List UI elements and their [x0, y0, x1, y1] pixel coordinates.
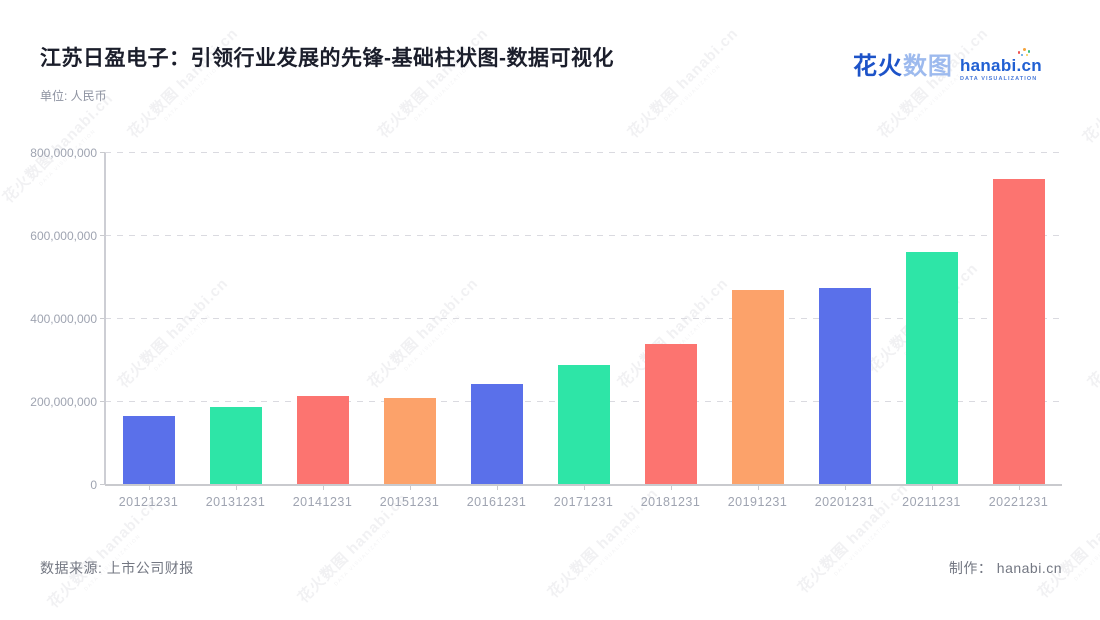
y-gridline	[105, 151, 1062, 154]
x-axis-tick	[931, 484, 933, 490]
watermark-tagline: DATA VISUALIZATION	[1082, 32, 1100, 164]
watermark-tagline: DATA VISUALIZATION	[913, 63, 973, 123]
bar-20191231[interactable]	[731, 289, 784, 485]
x-axis-tick	[1018, 484, 1020, 490]
watermark-text: 花火数图 hanabi.cn	[874, 24, 992, 142]
x-axis-tick-label: 20151231	[379, 494, 440, 509]
x-axis-tick	[583, 484, 585, 490]
bar-20171231[interactable]	[557, 365, 610, 485]
x-axis-tick	[409, 484, 411, 490]
x-axis-tick-label: 20161231	[466, 494, 527, 509]
x-axis-tick	[757, 484, 759, 490]
x-axis-tick-label: 20201231	[814, 494, 875, 509]
logo-brand-strong: 花火	[852, 53, 903, 80]
watermark-tagline: DATA VISUALIZATION	[1087, 277, 1100, 409]
bar-20141231[interactable]	[296, 396, 349, 485]
x-axis-tick	[496, 484, 498, 490]
y-axis-line	[104, 152, 106, 485]
y-gridline	[105, 317, 1062, 320]
x-axis-tick-label: 20131231	[205, 494, 266, 509]
watermark-text: 花火数图 hanabi.cn	[794, 479, 912, 597]
firework-sparkle-icon	[1017, 48, 1032, 56]
x-axis-tick-label: 20121231	[118, 494, 179, 509]
watermark-tagline: DATA VISUALIZATION	[333, 528, 393, 588]
logo-domain-block: hanabi.cn DATA VISUALIZATION	[959, 48, 1042, 82]
x-axis-tick	[844, 484, 846, 490]
x-axis-tick-label: 20211231	[902, 494, 961, 509]
hanabi-logo: 花火数图 hanabi.cn DATA VISUALIZATION	[853, 48, 1042, 82]
credit-label: 制作：	[948, 560, 993, 576]
bar-20211231[interactable]	[905, 251, 958, 485]
bar-20121231[interactable]	[122, 416, 175, 485]
logo-wordmark: 花火数图	[853, 54, 953, 80]
bar-20161231[interactable]	[470, 384, 523, 485]
bar-20131231[interactable]	[209, 406, 262, 485]
x-axis-tick	[322, 484, 324, 490]
y-axis-tick-label: 600,000,000	[30, 228, 97, 243]
watermark-text: 花火数图 hanabi.cn	[1079, 30, 1100, 147]
y-axis-tick-label: 0	[90, 477, 97, 492]
x-axis-tick-label: 20221231	[988, 494, 1049, 509]
bar-20181231[interactable]	[644, 344, 697, 485]
watermark-text: 花火数图 hanabi.cn	[114, 274, 232, 392]
y-gridline	[105, 234, 1062, 237]
watermark-tagline: DATA VISUALIZATION	[663, 63, 723, 123]
y-axis-tick	[100, 234, 105, 237]
logo-tagline: DATA VISUALIZATION	[959, 76, 1038, 82]
bar-20201231[interactable]	[818, 287, 871, 485]
bar-20151231[interactable]	[383, 398, 436, 485]
x-axis-tick	[148, 484, 150, 490]
y-axis-tick	[100, 400, 105, 403]
x-axis-tick-label: 20171231	[553, 494, 614, 509]
y-axis-tick	[100, 151, 105, 154]
x-axis-tick-label: 20181231	[640, 494, 701, 509]
watermark-text: 花火数图 hanabi.cn	[1084, 275, 1100, 392]
watermark-text: 花火数图 hanabi.cn	[364, 274, 482, 392]
x-axis-tick	[670, 484, 672, 490]
y-axis-tick-label: 400,000,000	[30, 311, 97, 326]
x-axis-tick-label: 20141231	[292, 494, 353, 509]
data-source: 数据来源: 上市公司财报	[40, 560, 194, 576]
y-axis-tick-label: 200,000,000	[30, 394, 97, 409]
unit-label: 单位: 人民币	[40, 89, 107, 103]
x-axis-tick-label: 20191231	[727, 494, 788, 509]
y-axis-tick	[100, 483, 105, 486]
credit-value: hanabi.cn	[996, 560, 1062, 576]
y-axis-tick	[100, 317, 105, 320]
watermark-text: 花火数图 hanabi.cn	[374, 24, 492, 142]
x-axis-tick	[235, 484, 237, 490]
watermark-tagline: DATA VISUALIZATION	[153, 313, 213, 373]
logo-domain: hanabi.cn	[959, 56, 1042, 75]
y-axis-tick-label: 800,000,000	[30, 145, 97, 160]
logo-brand-light: 数图	[902, 53, 953, 80]
credit: 制作： hanabi.cn	[949, 558, 1062, 578]
page-title: 江苏日盈电子：引领行业发展的先锋-基础柱状图-数据可视化	[40, 47, 614, 70]
watermark-text: 花火数图 hanabi.cn	[624, 24, 742, 142]
bar-20221231[interactable]	[992, 179, 1045, 485]
watermark-text: 花火数图 hanabi.cn	[124, 24, 242, 142]
